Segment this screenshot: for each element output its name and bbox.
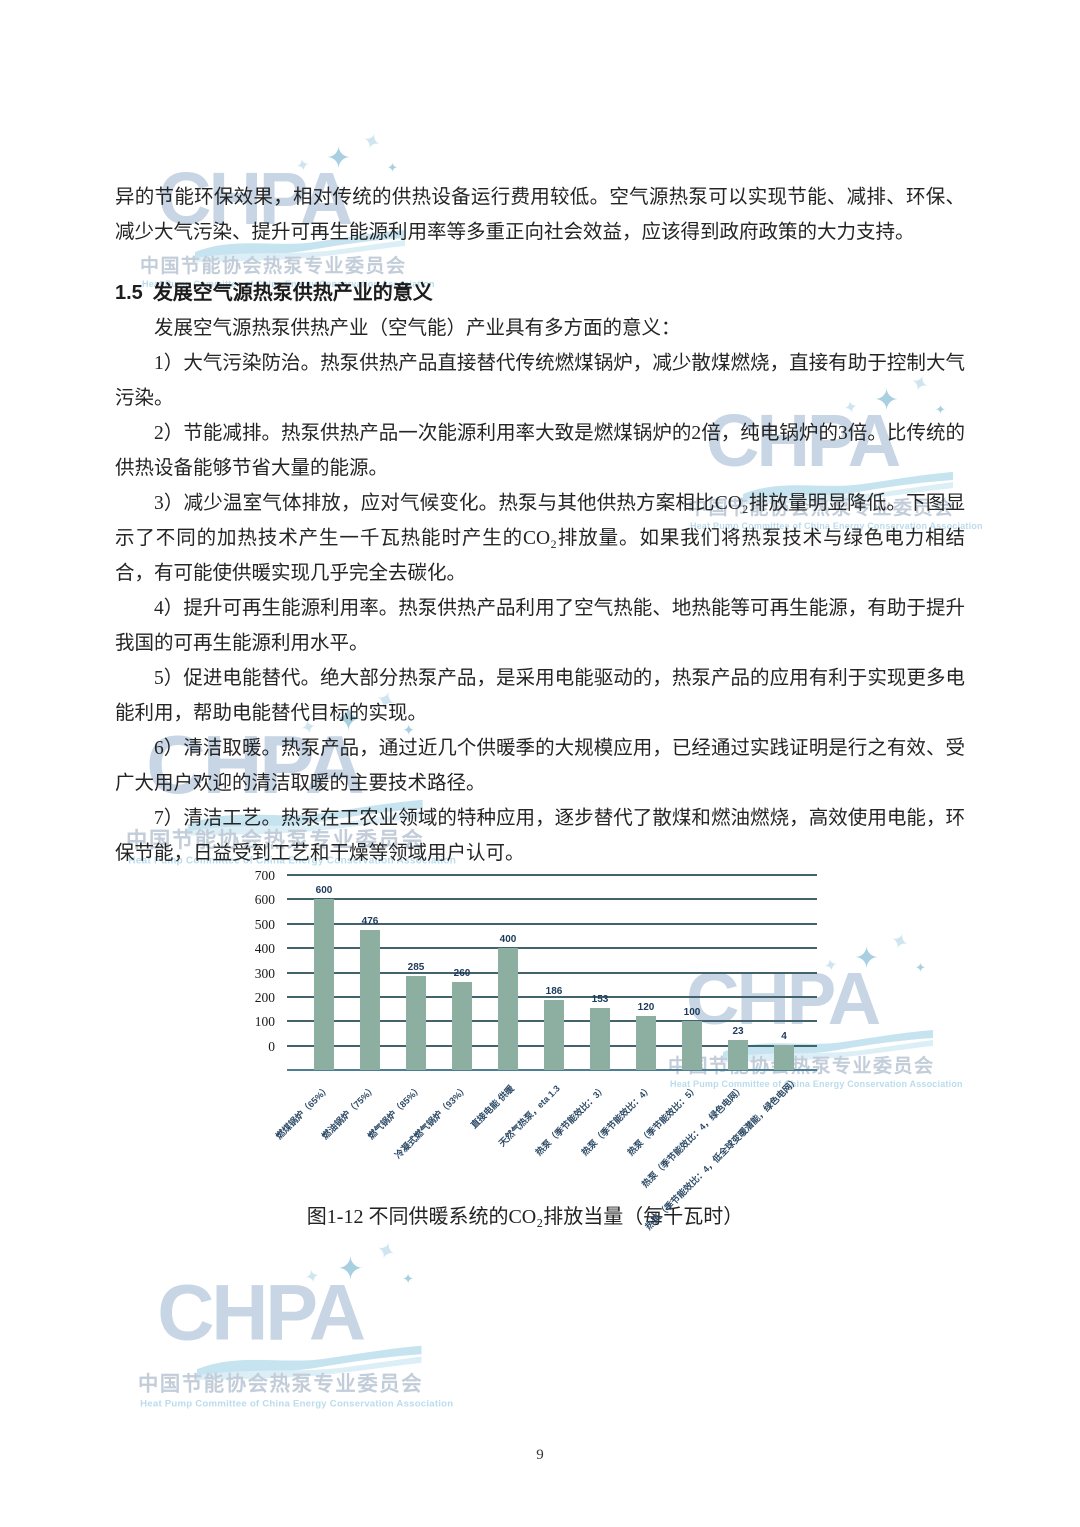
bar: [590, 1008, 610, 1070]
figure-caption: 图1-12 不同供暖系统的CO₂排放当量（每千瓦时）: [306, 1206, 744, 1228]
list-item: 2）节能减排。热泵供热产品一次能源利用率大致是燃煤锅炉的2倍，纯电锅炉的3倍。比…: [115, 423, 965, 479]
chart-plot-area: 700 600 500 400 300 200 100 0 600 476 285 260 400 186…: [255, 868, 817, 1071]
bar-value-label: 600: [315, 885, 333, 897]
list-item: 3）减少温室气体排放，应对气候变化。热泵与其他供热方案相比CO₂排放量明显降低。…: [115, 493, 965, 584]
bar-value-label: 476: [361, 915, 379, 927]
gridline: [287, 874, 817, 876]
section-title: 发展空气源热泵供热产业的意义: [152, 282, 433, 304]
bar-value-label: 23: [732, 1026, 744, 1038]
numbered-list: 1）大气污染防治。热泵供热产品直接替代传统燃煤锅炉，减少散煤燃烧，直接有助于控制…: [115, 346, 965, 871]
y-tick-label: 0: [268, 1038, 275, 1054]
section-heading: 1.5 发展空气源热泵供热产业的意义: [115, 276, 965, 311]
bar: [498, 948, 518, 1070]
gridline: [287, 971, 817, 974]
y-tick-label: 400: [254, 941, 275, 957]
bar: [452, 982, 472, 1070]
list-item: 4）提升可再生能源利用率。热泵供热产品利用了空气热能、地热能等可再生能源，有助于…: [115, 598, 965, 654]
bar-chart: 700 600 500 400 300 200 100 0 600 476 285 260 400 186…: [227, 868, 965, 1232]
y-tick-label: 200: [254, 989, 275, 1005]
y-tick-label: 500: [254, 916, 275, 932]
bar-value-label: 4: [781, 1030, 787, 1042]
list-item: 6）清洁取暖。热泵产品，通过近几个供暖季的大规模应用，已经通过实践证明是行之有效…: [115, 738, 965, 794]
bar-value-label: 120: [637, 1002, 655, 1014]
list-item: 1）大气污染防治。热泵供热产品直接替代传统燃煤锅炉，减少散煤燃烧，直接有助于控制…: [115, 353, 965, 409]
gridline: [287, 995, 817, 998]
bar: [774, 1044, 794, 1070]
page-number: 9: [536, 1447, 544, 1463]
figure-1-12: 700 600 500 400 300 200 100 0 600 476 285 260 400 186…: [227, 868, 965, 1232]
gridline: [287, 898, 817, 901]
star-icon: ✦: [302, 1265, 323, 1290]
bar: [544, 1000, 564, 1070]
bar: [360, 929, 380, 1070]
y-tick-label: 700: [254, 868, 275, 883]
bar-value-label: 400: [499, 934, 517, 946]
wave-icon: [196, 1345, 422, 1380]
bar: [406, 976, 426, 1070]
bar: [728, 1040, 748, 1070]
intro-paragraph: 异的节能环保效果，相对传统的供热设备运行费用较低。空气源热泵可以实现节能、减排、…: [115, 187, 965, 243]
lead-paragraph: 发展空气源热泵供热产业（空气能）产业具有多方面的意义：: [154, 318, 681, 339]
star-icon: ✦: [371, 1236, 400, 1269]
bar-value-label: 260: [453, 968, 471, 980]
star-icon: ✦: [337, 1250, 364, 1288]
bar-value-label: 186: [545, 986, 563, 998]
gridline: [287, 947, 817, 950]
y-tick-label: 600: [254, 892, 275, 908]
document-page: 异的节能环保效果，相对传统的供热设备运行费用较低。空气源热泵可以实现节能、减排、…: [115, 187, 965, 1232]
gridline: [287, 922, 817, 925]
bar: [636, 1016, 656, 1070]
bar-value-label: 153: [591, 994, 609, 1006]
section-number: 1.5: [115, 282, 143, 304]
bar: [314, 899, 334, 1070]
y-tick-label: 300: [254, 965, 275, 981]
x-axis-line: [287, 1069, 817, 1071]
watermark-brand-text: CHPA: [157, 1267, 366, 1357]
bar-value-label: 285: [407, 962, 425, 974]
watermark-en-text: Heat Pump Committee of China Energy Cons…: [140, 1398, 454, 1409]
bar-value-label: 100: [683, 1007, 701, 1019]
watermark-cn-text: 中国节能协会热泵专业委员会: [138, 1373, 424, 1397]
bar: [682, 1021, 702, 1070]
list-item: 7）清洁工艺。热泵在工农业领域的特种应用，逐步替代了散煤和燃油燃烧，高效使用电能…: [115, 808, 965, 864]
list-item: 5）促进电能替代。绝大部分热泵产品，是采用电能驱动的，热泵产品的应用有利于实现更…: [115, 668, 965, 724]
star-icon: ✦: [402, 1271, 414, 1288]
chart-x-axis-labels: 燃煤锅炉（65%） 燃油锅炉（75%） 燃气锅炉（85%） 冷凝式燃气锅炉（93%）直…: [274, 1070, 817, 1232]
chpa-watermark: ✦ ✦ ✦ ✦ CHPA 中国节能协会热泵专业委员会 Heat Pump Com…: [138, 1236, 453, 1419]
y-tick-label: 100: [254, 1014, 275, 1030]
